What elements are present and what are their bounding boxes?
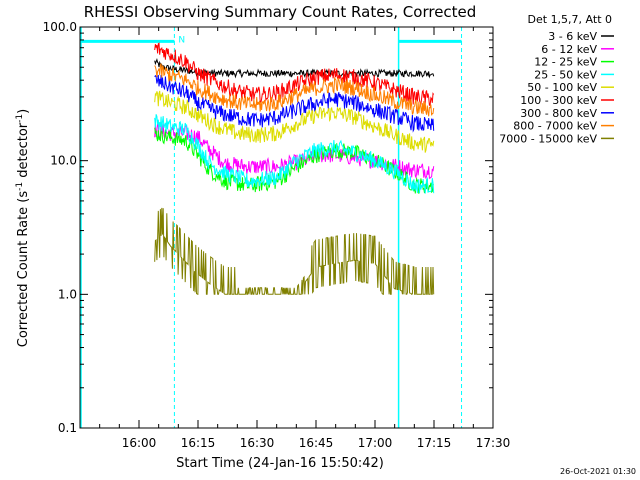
chart-title: RHESSI Observing Summary Count Rates, Co… xyxy=(84,3,477,21)
legend-label: 12 - 25 keV xyxy=(534,56,597,69)
x-axis-label: Start Time (24-Jan-16 15:50:42) xyxy=(176,456,384,471)
series-line xyxy=(154,127,435,194)
x-tick-label: 16:00 xyxy=(122,436,157,450)
y-tick-label: 1.0 xyxy=(58,287,77,301)
footer-timestamp: 26-Oct-2021 01:30 xyxy=(560,467,636,476)
y-tick-label: 10.0 xyxy=(50,154,77,168)
legend-label: 7000 - 15000 keV xyxy=(499,132,597,145)
y-axis-label: Corrected Count Rate (s-1 detector-1) xyxy=(15,109,31,347)
y-axis-label-suffix: ) xyxy=(16,109,31,114)
series-25-50kev xyxy=(154,114,435,194)
series-300-800kev xyxy=(154,74,435,133)
y-axis-label-exp1: -1 xyxy=(15,182,25,191)
series-line xyxy=(154,114,435,194)
legend-header: Det 1,5,7, Att 0 xyxy=(528,13,612,26)
y-tick-label: 0.1 xyxy=(58,421,77,435)
plot-frame xyxy=(79,26,494,429)
series-line xyxy=(154,207,435,295)
legend-label: 25 - 50 keV xyxy=(534,68,597,81)
axis-layer: 100.0 10.0 1.0 0.1 16:00 16:15 16:30 16:45 17:00… xyxy=(43,20,511,450)
series-line xyxy=(154,63,435,117)
overlay-layer: N xyxy=(80,27,463,428)
series-800-7000kev xyxy=(154,63,435,117)
series-12-25kev xyxy=(154,127,435,194)
series-50-100kev xyxy=(154,90,435,153)
x-tick-label: 16:45 xyxy=(299,436,334,450)
x-tick-label: 17:30 xyxy=(476,436,511,450)
series-line xyxy=(154,90,435,153)
y-axis-label-prefix: Corrected Count Rate (s xyxy=(16,191,31,348)
x-tick-label: 17:15 xyxy=(417,436,452,450)
x-tick-label: 16:15 xyxy=(181,436,216,450)
series-layer xyxy=(154,42,435,295)
y-axis-label-exp2: -1 xyxy=(15,114,25,123)
series-7000-15000kev xyxy=(154,207,435,295)
y-tick-label: 100.0 xyxy=(43,20,77,34)
mode-marker-label: N xyxy=(178,35,185,45)
legend-label: 800 - 7000 keV xyxy=(513,120,597,133)
legend-label: 50 - 100 keV xyxy=(527,81,597,94)
series-line xyxy=(154,74,435,133)
x-tick-label: 16:30 xyxy=(240,436,275,450)
legend-label: 6 - 12 keV xyxy=(541,43,597,56)
legend-label: 300 - 800 keV xyxy=(520,107,597,120)
legend-label: 100 - 300 keV xyxy=(520,94,597,107)
legend-label: 3 - 6 keV xyxy=(548,30,597,43)
y-axis-label-mid: detector xyxy=(16,122,31,182)
x-tick-label: 17:00 xyxy=(358,436,393,450)
